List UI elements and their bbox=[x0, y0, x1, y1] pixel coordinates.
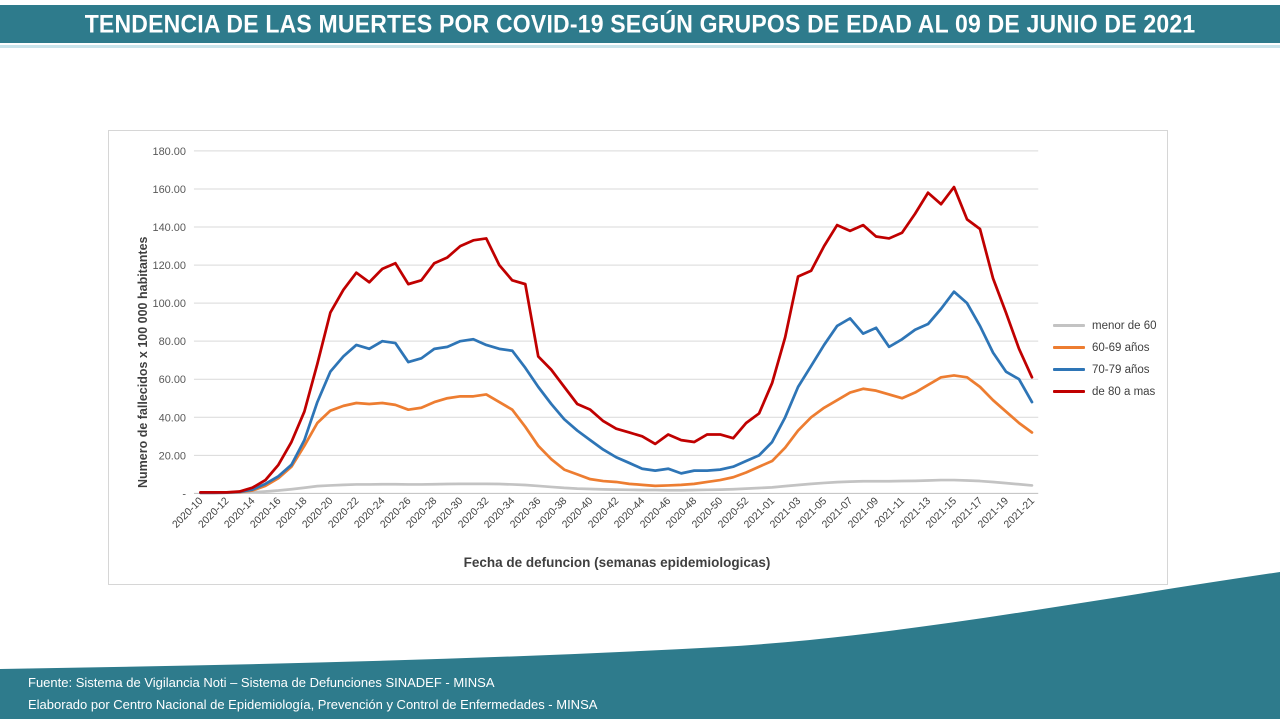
chart-svg: - 20.00 40.00 60.00 80.00 100.00 120.00 140.00 1… bbox=[153, 146, 1039, 531]
series-line-70-79-años bbox=[199, 290, 1034, 495]
y-tick-labels: - 20.00 40.00 60.00 80.00 100.00 120.00 140.00 1… bbox=[153, 146, 187, 500]
footer-source-line1: Fuente: Sistema de Vigilancia Noti – Sis… bbox=[28, 675, 495, 690]
y-tick-label: 120.00 bbox=[153, 260, 186, 272]
legend-label: 70-79 años bbox=[1092, 363, 1150, 376]
footer-wave-shape bbox=[0, 572, 1280, 719]
legend-swatch bbox=[1053, 324, 1085, 327]
header-bar: TENDENCIA DE LAS MUERTES POR COVID-19 SE… bbox=[0, 5, 1280, 43]
y-tick-label: 20.00 bbox=[159, 450, 186, 462]
y-tick-label: 180.00 bbox=[153, 146, 186, 158]
chart-panel: - 20.00 40.00 60.00 80.00 100.00 120.00 140.00 1… bbox=[108, 130, 1168, 585]
y-tick-label: 140.00 bbox=[153, 222, 186, 234]
legend-item: menor de 60 bbox=[1053, 319, 1165, 332]
legend-label: de 80 a mas bbox=[1092, 385, 1156, 398]
gridlines bbox=[193, 150, 1039, 494]
legend-swatch bbox=[1053, 346, 1085, 349]
y-tick-label: 160.00 bbox=[153, 184, 186, 196]
y-tick-label: 40.00 bbox=[159, 412, 186, 424]
y-tick-label: 80.00 bbox=[159, 336, 186, 348]
x-tick-labels: 2020-102020-122020-142020-162020-182020-… bbox=[171, 496, 1038, 531]
y-axis-title: Numero de fallecidos x 100 000 habitante… bbox=[136, 236, 150, 489]
legend-item: 70-79 años bbox=[1053, 363, 1165, 376]
legend-item: de 80 a mas bbox=[1053, 385, 1165, 398]
series-line-de-80-a-mas bbox=[199, 185, 1034, 494]
x-axis-title: Fecha de defuncion (semanas epidemiologi… bbox=[463, 555, 771, 570]
footer-source-line2: Elaborado por Centro Nacional de Epidemi… bbox=[28, 697, 598, 712]
legend-item: 60-69 años bbox=[1053, 341, 1165, 354]
legend-label: menor de 60 bbox=[1092, 319, 1157, 332]
legend-swatch bbox=[1053, 368, 1085, 371]
series-line-menor-de-60 bbox=[199, 478, 1034, 495]
footer-wave bbox=[0, 572, 1280, 719]
y-tick-label: - bbox=[182, 488, 186, 500]
series-lines bbox=[199, 185, 1034, 495]
page-title: TENDENCIA DE LAS MUERTES POR COVID-19 SE… bbox=[84, 9, 1196, 38]
header-underline bbox=[0, 45, 1280, 48]
footer-source: Fuente: Sistema de Vigilancia Noti – Sis… bbox=[28, 672, 597, 716]
chart-legend: menor de 60 60-69 años 70-79 años de 80 a m… bbox=[1053, 319, 1165, 398]
y-tick-label: 60.00 bbox=[159, 374, 186, 386]
y-tick-label: 100.00 bbox=[153, 298, 186, 310]
legend-swatch bbox=[1053, 390, 1085, 393]
series-line-60-69-años bbox=[199, 374, 1034, 495]
legend-label: 60-69 años bbox=[1092, 341, 1150, 354]
